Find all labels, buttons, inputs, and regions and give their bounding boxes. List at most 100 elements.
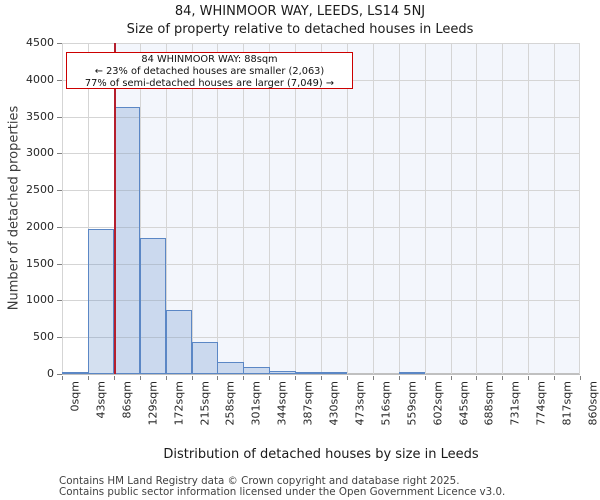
x-tick-mark	[398, 376, 400, 380]
y-axis-line	[62, 43, 63, 374]
gridline-vertical	[321, 43, 322, 374]
x-tick-label-text: 731sqm	[508, 381, 522, 426]
x-tick-mark	[139, 376, 141, 380]
x-tick-mark	[450, 376, 452, 380]
footer-attribution: Contains HM Land Registry data © Crown c…	[59, 475, 460, 487]
y-tick-mark	[57, 79, 62, 81]
y-tick-mark	[57, 337, 62, 339]
gridline-vertical	[217, 43, 219, 374]
histogram-bar	[398, 372, 426, 374]
x-tick-mark	[528, 376, 530, 380]
x-tick-label-text: 602sqm	[431, 381, 445, 426]
gridline-vertical	[502, 43, 504, 374]
gridline-vertical	[372, 43, 374, 374]
x-tick-mark	[295, 376, 297, 380]
x-tick-label-text: 774sqm	[534, 381, 548, 426]
x-tick-mark	[580, 376, 581, 380]
y-tick-label: 1500	[26, 256, 54, 270]
gridline-vertical	[398, 43, 400, 374]
x-tick-label-text: 215sqm	[198, 381, 211, 426]
x-tick-mark	[87, 376, 89, 380]
x-tick-label-text: 817sqm	[560, 381, 574, 426]
x-tick-mark	[113, 376, 115, 380]
x-tick-label-text: 430sqm	[327, 381, 341, 426]
y-tick-mark	[57, 374, 62, 375]
y-tick-mark	[57, 226, 62, 228]
gridline-vertical	[295, 43, 297, 374]
x-tick-mark	[217, 376, 219, 380]
x-tick-mark	[321, 376, 322, 380]
x-axis-line	[62, 373, 580, 375]
annotation-box: 84 WHINMOOR WAY: 88sqm ← 23% of detached…	[66, 52, 353, 89]
x-tick-mark	[372, 376, 374, 380]
x-tick-mark	[165, 376, 167, 380]
y-tick-label: 4500	[26, 36, 54, 49]
y-tick-label: 3500	[26, 109, 54, 123]
x-tick-label-text: 473sqm	[353, 381, 367, 426]
x-tick-mark	[502, 376, 504, 380]
chart-title: 84, WHINMOOR WAY, LEEDS, LS14 5NJ	[174, 4, 426, 19]
y-tick-mark	[57, 43, 62, 44]
y-tick-label: 0	[47, 367, 54, 380]
x-tick-label-text: 387sqm	[301, 381, 315, 426]
gridline-vertical	[528, 43, 530, 374]
x-tick-mark	[191, 376, 193, 380]
x-tick-label-text: 86sqm	[120, 381, 134, 419]
x-tick-label-text: 129sqm	[146, 381, 160, 426]
x-tick-label-text: 344sqm	[275, 381, 289, 426]
gridline-vertical	[450, 43, 452, 374]
gridline-vertical	[476, 43, 478, 374]
x-tick-mark	[62, 376, 63, 380]
y-tick-label: 2500	[26, 183, 54, 197]
y-tick-mark	[57, 300, 62, 302]
histogram-bar	[87, 228, 115, 374]
gridline-vertical	[139, 43, 141, 374]
annotation-larger-line: 77% of semi-detached houses are larger (…	[84, 78, 335, 89]
x-tick-label-text: 43sqm	[94, 381, 108, 419]
annotation-property-line: 84 WHINMOOR WAY: 88sqm	[141, 54, 278, 65]
y-axis-title: Number of detached properties	[6, 105, 22, 311]
x-tick-label-text: 860sqm	[586, 381, 600, 426]
footer-license: Contains public sector information licen…	[59, 486, 506, 498]
histogram-bar	[165, 309, 192, 374]
x-tick-label-text: 258sqm	[223, 381, 237, 426]
chart-subtitle: Size of property relative to detached ho…	[126, 22, 474, 37]
annotation-smaller-line: ← 23% of detached houses are smaller (2,…	[94, 66, 325, 77]
y-tick-mark	[57, 190, 62, 192]
x-tick-label-text: 645sqm	[457, 381, 470, 426]
histogram-bar	[269, 371, 296, 374]
x-tick-label-text: 516sqm	[379, 381, 393, 426]
histogram-bar	[295, 372, 322, 374]
y-tick-label: 4000	[26, 72, 54, 86]
y-tick-label: 2000	[26, 219, 54, 233]
histogram-bar	[62, 372, 89, 374]
histogram-bar	[243, 367, 270, 374]
x-tick-mark	[554, 376, 556, 380]
x-tick-mark	[243, 376, 245, 380]
y-tick-mark	[57, 116, 62, 118]
histogram-bar	[321, 372, 348, 374]
x-axis-title: Distribution of detached houses by size …	[163, 447, 479, 462]
x-tick-mark	[346, 376, 348, 380]
x-tick-label-text: 172sqm	[172, 381, 186, 426]
x-tick-label-text: 688sqm	[482, 381, 496, 426]
gridline-vertical	[191, 43, 193, 374]
gridline-vertical	[165, 43, 167, 374]
histogram-bar	[139, 237, 167, 374]
y-tick-label: 3000	[26, 146, 54, 160]
gridline-vertical	[87, 43, 89, 374]
x-tick-mark	[269, 376, 271, 380]
gridline-vertical	[269, 43, 271, 374]
gridline-vertical	[424, 43, 426, 374]
gridline-vertical	[579, 43, 580, 374]
gridline-vertical	[243, 43, 245, 374]
property-size-marker-line	[114, 43, 116, 374]
y-tick-label: 1000	[26, 293, 54, 307]
histogram-bar	[113, 107, 141, 374]
histogram-bar	[191, 342, 218, 374]
y-tick-mark	[57, 263, 62, 265]
x-tick-label-text: 0sqm	[68, 381, 82, 412]
gridline-vertical	[554, 43, 556, 374]
gridline-vertical	[346, 43, 348, 374]
